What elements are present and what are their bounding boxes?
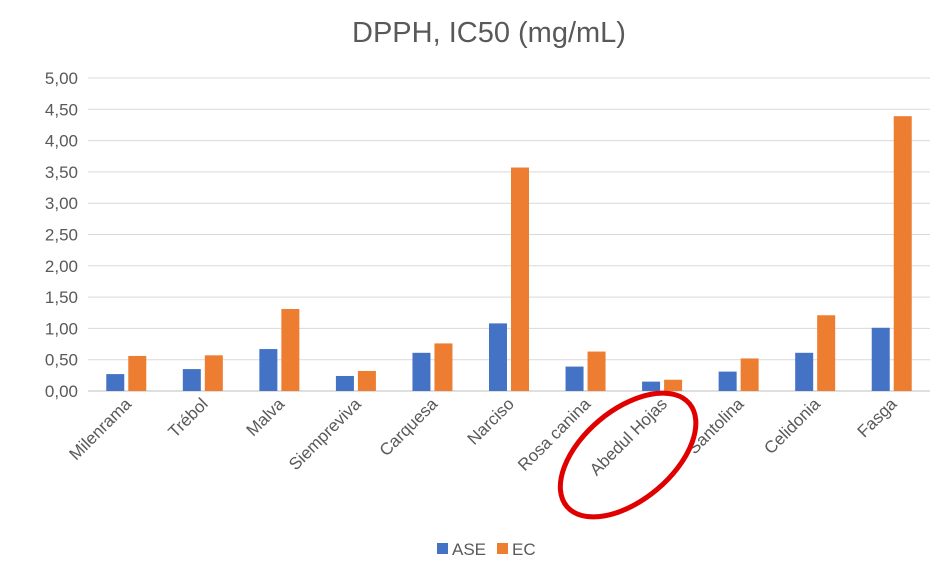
- y-axis-ticks: 0,00 0,50 1,00 1,50 2,00 2,50 3,00 3,50 4,00 4,50…: [45, 69, 78, 401]
- bar-ec: [664, 379, 683, 391]
- x-category-label: Celidonia: [760, 394, 824, 458]
- bar-ec: [740, 358, 759, 391]
- x-category-label: Siempreviva: [285, 394, 365, 474]
- bar-ec: [511, 167, 529, 391]
- y-tick-label: 0,00: [45, 382, 78, 401]
- y-tick-label: 4,00: [45, 132, 78, 151]
- x-category-label: Milenrama: [66, 394, 136, 464]
- annotation-ellipse: [557, 390, 699, 520]
- chart-title: DPPH, IC50 (mg/mL): [352, 17, 626, 49]
- legend-label-ase: ASE: [452, 540, 486, 559]
- bar-ase: [718, 371, 737, 391]
- bar-ase: [106, 374, 125, 391]
- bar-ase: [565, 366, 584, 391]
- x-category-label: Malva: [243, 394, 289, 440]
- x-category-label: Fasga: [854, 394, 901, 441]
- bar-ec: [128, 355, 147, 391]
- y-tick-label: 2,00: [45, 257, 78, 276]
- annotation: [557, 390, 699, 520]
- legend-swatch-ec: [497, 543, 508, 554]
- bar-ec: [281, 308, 300, 391]
- y-tick-label: 0,50: [45, 351, 78, 370]
- bar-ec: [893, 116, 912, 391]
- bar-ec: [434, 343, 453, 391]
- x-category-label: Abedul Hojas: [586, 394, 671, 479]
- bar-ase: [412, 352, 431, 391]
- y-tick-label: 3,50: [45, 163, 78, 182]
- gridlines: [88, 77, 930, 392]
- bar-ase: [871, 327, 890, 391]
- bars: [106, 116, 912, 391]
- bar-ase: [335, 375, 354, 391]
- y-tick-label: 3,00: [45, 194, 78, 213]
- legend-label-ec: EC: [512, 540, 536, 559]
- bar-ec: [587, 351, 606, 391]
- y-tick-label: 1,00: [45, 319, 78, 338]
- bar-ase: [259, 349, 278, 391]
- bar-ase: [642, 381, 661, 391]
- x-category-label: Narciso: [464, 394, 518, 448]
- y-tick-label: 1,50: [45, 288, 78, 307]
- y-tick-label: 2,50: [45, 226, 78, 245]
- bar-ase: [489, 323, 507, 391]
- bar-ec: [817, 315, 836, 391]
- legend-swatch-ase: [437, 543, 448, 554]
- bar-ase: [795, 352, 814, 391]
- x-category-label: Trébol: [165, 394, 212, 441]
- y-tick-label: 4,50: [45, 100, 78, 119]
- bar-ec: [357, 370, 376, 391]
- bar-ec: [204, 355, 223, 391]
- legend: ASE EC: [437, 540, 536, 559]
- x-category-label: Carquesa: [376, 394, 442, 460]
- y-tick-label: 5,00: [45, 69, 78, 88]
- bar-ase: [182, 369, 201, 391]
